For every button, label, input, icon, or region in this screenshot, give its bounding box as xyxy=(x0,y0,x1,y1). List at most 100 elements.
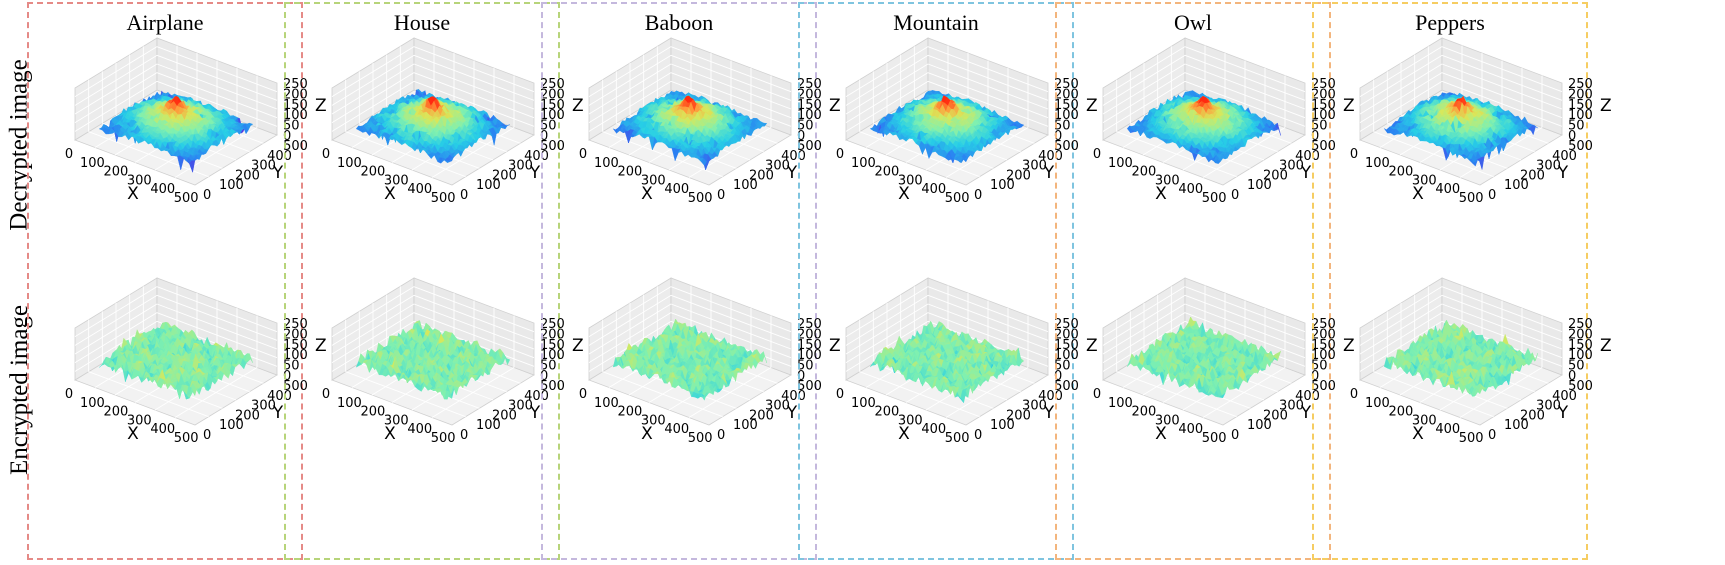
x-axis-label: X xyxy=(384,184,396,204)
y-axis-label: Y xyxy=(272,163,284,183)
z-tick-label: 50 xyxy=(283,359,300,374)
y-tick-label: 0 xyxy=(460,188,468,203)
x-tick-label: 100 xyxy=(594,156,619,171)
y-tick-label: 200 xyxy=(235,408,260,423)
y-tick-label: 0 xyxy=(203,428,211,443)
z-tick-label: 250 xyxy=(540,77,565,92)
x-tick-label: 500 xyxy=(174,191,199,206)
z-tick-label: 150 xyxy=(283,98,308,113)
y-tick-label: 200 xyxy=(492,408,517,423)
z-tick-label: 0 xyxy=(283,369,291,384)
x-tick-label: 100 xyxy=(337,396,362,411)
y-tick-label: 200 xyxy=(749,168,774,183)
surface-facet xyxy=(700,157,707,166)
y-tick-label: 300 xyxy=(765,159,790,174)
x-tick-label: 0 xyxy=(322,147,330,162)
y-tick-label: 100 xyxy=(476,418,501,433)
z-axis-label: Z xyxy=(315,336,327,356)
x-tick-label: 0 xyxy=(579,147,587,162)
surface-facet xyxy=(444,159,451,164)
y-axis-label: Y xyxy=(786,163,798,183)
y-axis-label: Y xyxy=(529,163,541,183)
z-tick-label: 50 xyxy=(540,119,557,134)
z-tick-label: 250 xyxy=(540,317,565,332)
x-tick-label: 0 xyxy=(65,387,73,402)
x-axis-label: X xyxy=(641,184,653,204)
x-tick-label: 300 xyxy=(127,413,152,428)
z-tick-label: 0 xyxy=(283,129,291,144)
y-tick-label: 500 xyxy=(283,379,308,394)
surface-facet xyxy=(186,391,193,399)
y-tick-label: 0 xyxy=(460,428,468,443)
panel-baboon: Baboon 0 100 200 300 400 500 0 100 200 300 400 500 0 5… xyxy=(541,2,841,560)
y-tick-label: 0 xyxy=(203,188,211,203)
surface xyxy=(612,90,768,171)
surface-facet xyxy=(443,390,450,400)
z-tick-label: 100 xyxy=(540,348,565,363)
panel-title: House xyxy=(393,10,451,35)
z-tick-label: 50 xyxy=(797,119,814,134)
x-tick-label: 0 xyxy=(322,387,330,402)
x-tick-label: 200 xyxy=(103,405,128,420)
x-tick-label: 0 xyxy=(65,147,73,162)
y-tick-label: 300 xyxy=(508,159,533,174)
x-tick-label: 200 xyxy=(103,165,128,180)
surface xyxy=(99,321,253,400)
x-tick-label: 200 xyxy=(360,165,385,180)
y-tick-label: 300 xyxy=(251,399,276,414)
z-tick-label: 250 xyxy=(283,317,308,332)
x-tick-label: 500 xyxy=(431,431,456,446)
surface xyxy=(355,320,511,400)
x-tick-label: 200 xyxy=(360,405,385,420)
surface xyxy=(98,90,254,173)
y-tick-label: 500 xyxy=(283,139,308,154)
y-tick-label: 100 xyxy=(219,418,244,433)
z-tick-label: 150 xyxy=(797,98,822,113)
z-tick-label: 150 xyxy=(283,338,308,353)
surface xyxy=(612,318,767,401)
x-tick-label: 400 xyxy=(407,182,432,197)
y-tick-label: 100 xyxy=(219,178,244,193)
x-tick-label: 400 xyxy=(150,182,175,197)
y-tick-label: 500 xyxy=(797,139,822,154)
y-tick-label: 200 xyxy=(235,168,260,183)
y-tick-label: 100 xyxy=(476,178,501,193)
z-axis-label: Z xyxy=(315,96,327,116)
y-tick-label: 0 xyxy=(717,188,725,203)
x-tick-label: 500 xyxy=(174,431,199,446)
z-tick-label: 150 xyxy=(540,338,565,353)
panel-airplane: Airplane 0 100 200 300 400 500 0 100 200 300 400 500… xyxy=(27,2,327,560)
panel-title: Airplane xyxy=(126,10,204,35)
z-tick-label: 50 xyxy=(540,359,557,374)
z-tick-label: 250 xyxy=(283,77,308,92)
x-tick-label: 200 xyxy=(617,165,642,180)
y-tick-label: 300 xyxy=(251,159,276,174)
z-tick-label: 0 xyxy=(540,369,548,384)
x-tick-label: 300 xyxy=(384,413,409,428)
x-tick-label: 400 xyxy=(664,182,689,197)
x-tick-label: 400 xyxy=(150,422,175,437)
z-tick-label: 100 xyxy=(283,108,308,123)
y-tick-label: 200 xyxy=(492,168,517,183)
z-tick-label: 200 xyxy=(797,87,822,102)
x-tick-label: 300 xyxy=(127,173,152,188)
z-tick-label: 0 xyxy=(797,129,805,144)
z-tick-label: 250 xyxy=(797,77,822,92)
y-tick-label: 500 xyxy=(540,139,565,154)
x-axis-label: X xyxy=(127,424,139,444)
x-axis-label: X xyxy=(384,424,396,444)
z-axis-label: Z xyxy=(572,96,584,116)
y-axis-label: Y xyxy=(529,403,541,423)
z-axis-label: Z xyxy=(829,96,841,116)
x-tick-label: 100 xyxy=(337,156,362,171)
z-tick-label: 100 xyxy=(797,108,822,123)
x-tick-label: 500 xyxy=(688,191,713,206)
y-tick-label: 300 xyxy=(508,399,533,414)
surface xyxy=(355,89,510,164)
z-tick-label: 200 xyxy=(283,87,308,102)
